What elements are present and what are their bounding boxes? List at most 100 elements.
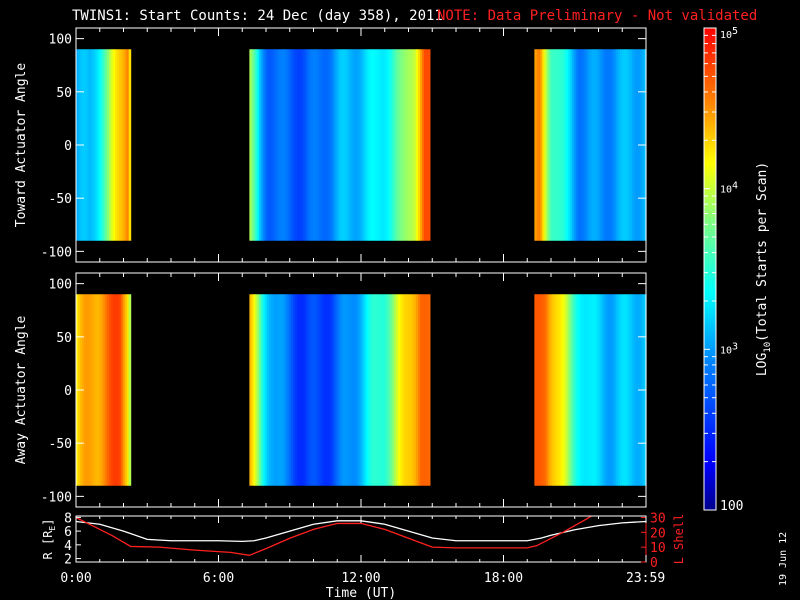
heatmap-column — [374, 49, 377, 241]
heatmap-column — [285, 294, 288, 486]
heatmap-column — [600, 294, 603, 486]
heatmap-segment — [534, 294, 647, 486]
heatmap-column — [85, 49, 89, 241]
x-tick-label: 18:00 — [484, 571, 523, 586]
heatmap-column — [97, 294, 101, 486]
heatmap-column — [588, 294, 591, 486]
colorbar-label-rest: (Total Starts per Scan) — [755, 162, 770, 342]
heatmap-column — [368, 49, 371, 241]
heatmap-column — [372, 49, 375, 241]
heatmap-column — [310, 294, 314, 486]
heatmap-column — [304, 49, 308, 241]
heatmap-column — [267, 49, 270, 241]
heatmap-column — [574, 294, 577, 486]
heatmap-column — [414, 49, 417, 241]
heatmap-column — [107, 49, 110, 241]
heatmap-column — [572, 49, 575, 241]
heatmap-column — [111, 294, 114, 486]
heatmap-column — [584, 49, 587, 241]
y-tick-label: -100 — [41, 245, 72, 260]
heatmap-column — [356, 294, 360, 486]
heatmap-column — [302, 294, 306, 486]
heatmap-column — [568, 294, 571, 486]
heatmap-column — [330, 294, 334, 486]
heatmap-column — [628, 49, 631, 241]
heatmap-column — [103, 49, 106, 241]
heatmap-column — [630, 294, 633, 486]
heatmap-column — [263, 49, 266, 241]
heatmap-column — [326, 294, 330, 486]
x-tick-label: 6:00 — [203, 571, 234, 586]
heatmap-column — [344, 294, 348, 486]
heatmap-column — [342, 294, 346, 486]
heatmap-column — [115, 294, 118, 486]
heatmap-column — [421, 49, 425, 241]
heatmap-column — [412, 49, 415, 241]
x-tick-label: 12:00 — [341, 571, 380, 586]
left-y-tick-label: 2 — [64, 553, 72, 568]
heatmap-column — [328, 294, 332, 486]
heatmap-column — [330, 49, 334, 241]
left-y-tick-label: 4 — [64, 539, 72, 554]
heatmap-column — [346, 49, 350, 241]
heatmap-column — [404, 49, 407, 241]
heatmap-segment — [76, 49, 132, 241]
heatmap-column — [294, 294, 298, 486]
heatmap-column — [392, 294, 395, 486]
heatmap-column — [128, 294, 132, 486]
heatmap-column — [308, 294, 312, 486]
y-tick-label: 100 — [49, 33, 72, 48]
heatmap-column — [107, 294, 110, 486]
x-tick-label: 23:59 — [626, 571, 665, 586]
heatmap-column — [376, 294, 379, 486]
heatmap-column — [360, 294, 364, 486]
heatmap-column — [273, 49, 276, 241]
heatmap-column — [113, 49, 116, 241]
heatmap-column — [354, 294, 358, 486]
heatmap-column — [394, 49, 397, 241]
heatmap-column — [636, 49, 639, 241]
heatmap-column — [261, 49, 264, 241]
heatmap-column — [412, 294, 415, 486]
heatmap-column — [120, 49, 124, 241]
heatmap-column — [293, 49, 296, 241]
heatmap-column — [548, 294, 551, 486]
heatmap-column — [542, 49, 545, 241]
heatmap-column — [606, 49, 609, 241]
heatmap-column — [616, 294, 619, 486]
heatmap-column — [283, 49, 286, 241]
heatmap-column — [287, 49, 290, 241]
heatmap-column — [612, 49, 615, 241]
heatmap-column — [251, 49, 254, 241]
heatmap-column — [306, 294, 310, 486]
heatmap-column — [320, 294, 324, 486]
heatmap-column — [408, 294, 411, 486]
heatmap-column — [255, 49, 258, 241]
heatmap-column — [356, 49, 360, 241]
heatmap-column — [298, 49, 302, 241]
heatmap-column — [109, 294, 112, 486]
heatmap-column — [277, 49, 280, 241]
preliminary-note: NOTE: Data Preliminary - Not validated — [437, 8, 757, 24]
heatmap-column — [386, 294, 389, 486]
r-axis-label: R [RE] — [41, 519, 57, 560]
heatmap-column — [384, 49, 387, 241]
heatmap-column — [91, 49, 95, 241]
heatmap-column — [322, 49, 326, 241]
heatmap-column — [542, 294, 545, 486]
heatmap-column — [124, 294, 128, 486]
heatmap-column — [109, 49, 112, 241]
heatmap-column — [427, 294, 431, 486]
heatmap-column — [382, 294, 385, 486]
heatmap-column — [324, 294, 328, 486]
heatmap-column — [556, 49, 559, 241]
heatmap-column — [620, 294, 623, 486]
heatmap-column — [314, 294, 318, 486]
heatmap-column — [544, 49, 547, 241]
heatmap-column — [285, 49, 288, 241]
date-stamp: 19 Jun 12 — [778, 532, 789, 586]
heatmap-column — [396, 49, 399, 241]
heatmap-column — [294, 49, 298, 241]
